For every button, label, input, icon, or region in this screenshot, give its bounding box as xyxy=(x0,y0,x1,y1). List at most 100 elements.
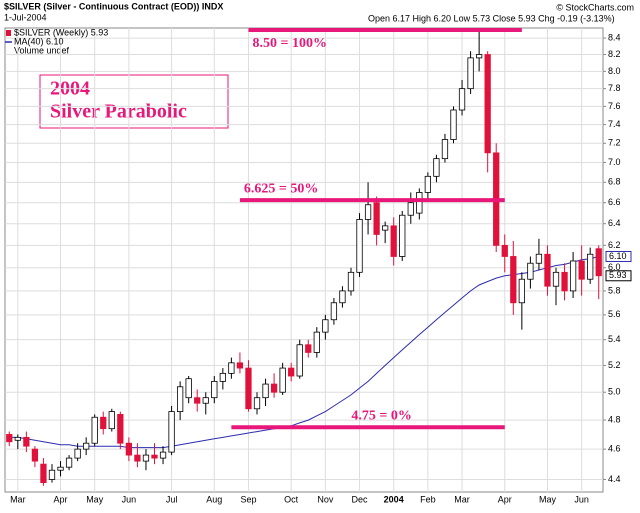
y-tick-label: 5.8 xyxy=(608,285,621,295)
candle-body xyxy=(296,344,303,377)
chart-title: $SILVER (Silver - Continuous Contract (E… xyxy=(4,1,223,11)
y-tick-label: 5.6 xyxy=(608,309,621,319)
candle-body xyxy=(117,414,124,444)
candle-body xyxy=(587,253,594,280)
candle-body xyxy=(305,344,312,353)
candle-body xyxy=(219,372,226,382)
candle-body xyxy=(202,397,209,404)
candle-body xyxy=(347,271,355,292)
candle-body xyxy=(595,248,602,277)
y-tick-label: 7.0 xyxy=(608,157,621,167)
price-tag-label: 5.93 xyxy=(609,270,627,280)
candle-body xyxy=(168,411,175,453)
legend-label: MA(40) 6.10 xyxy=(14,36,64,46)
legend-swatch xyxy=(6,30,11,36)
candle-body xyxy=(236,362,244,369)
candle-body xyxy=(65,457,73,468)
candle-body xyxy=(262,383,269,399)
x-tick-label: Apr xyxy=(498,494,512,504)
x-tick-label: May xyxy=(86,494,104,504)
y-tick-label: 5.2 xyxy=(608,360,621,370)
candle-body xyxy=(518,278,525,304)
candle-body xyxy=(390,225,397,257)
y-tick-label: 7.6 xyxy=(608,101,621,111)
candle-body xyxy=(6,434,13,443)
candle-body xyxy=(23,436,30,447)
candle-body xyxy=(176,386,184,412)
callout-line: Silver Parabolic xyxy=(50,101,187,123)
candle-body xyxy=(501,244,508,257)
y-tick-label: 6.0 xyxy=(608,262,621,272)
y-tick-label: 6.8 xyxy=(608,177,621,187)
y-tick-label: 7.8 xyxy=(608,83,621,93)
candle-body xyxy=(108,411,115,430)
candle-body xyxy=(185,378,192,399)
candle-body xyxy=(159,451,167,459)
x-tick-label: Oct xyxy=(284,494,299,504)
x-tick-label: 2004 xyxy=(384,494,404,504)
candle-body xyxy=(322,319,329,333)
candle-body xyxy=(228,362,235,374)
candle-body xyxy=(330,302,338,321)
legend-note: Volume undef xyxy=(14,45,70,55)
candle-body xyxy=(245,367,252,410)
candle-body xyxy=(194,397,201,404)
y-tick-label: 6.2 xyxy=(608,240,621,250)
candle-body xyxy=(40,463,47,483)
quote: Open 6.17 High 6.20 Low 5.73 Close 5.93 … xyxy=(368,13,615,23)
candle-body xyxy=(450,109,457,140)
candle-body xyxy=(433,158,440,177)
candle-body xyxy=(424,175,432,193)
y-tick-label: 8.4 xyxy=(608,32,621,42)
chart-date: 1-Jul-2004 xyxy=(4,12,47,22)
candle-body xyxy=(142,454,150,462)
candle-body xyxy=(14,436,21,441)
candle-body xyxy=(527,262,534,280)
candle-body xyxy=(382,225,389,231)
y-tick-label: 8.0 xyxy=(608,66,621,76)
price-tag-label: 6.10 xyxy=(609,251,627,261)
candle-body xyxy=(91,416,98,444)
y-tick-label: 4.6 xyxy=(608,444,621,454)
candle-body xyxy=(31,448,39,462)
candle-body xyxy=(134,454,141,462)
candle-body xyxy=(339,290,346,304)
y-tick-label: 4.8 xyxy=(608,414,621,424)
candle-body xyxy=(356,219,363,273)
candle-body xyxy=(270,383,278,393)
y-tick-label: 7.2 xyxy=(608,138,621,148)
x-tick-label: Sep xyxy=(240,494,256,504)
candle-body xyxy=(569,260,577,292)
x-tick-label: Feb xyxy=(420,494,436,504)
annotation-label: 6.625 = 50% xyxy=(244,181,318,196)
candle-body xyxy=(74,448,81,459)
candle-body xyxy=(475,54,483,59)
annotation-label: 8.50 = 100% xyxy=(252,36,326,51)
y-tick-label: 7.4 xyxy=(608,119,621,129)
y-tick-label: 5.0 xyxy=(608,387,621,397)
price-tag xyxy=(605,250,632,262)
candle-body xyxy=(253,397,261,410)
y-tick-label: 6.4 xyxy=(608,218,621,228)
x-tick-label: Jul xyxy=(166,494,178,504)
candle-body xyxy=(125,442,133,456)
x-tick-label: Mar xyxy=(10,494,26,504)
x-tick-label: Nov xyxy=(317,494,334,504)
candle-body xyxy=(441,139,449,160)
candle-body xyxy=(416,192,423,214)
y-tick-label: 5.4 xyxy=(608,334,621,344)
y-tick-label: 6.6 xyxy=(608,197,621,207)
candle-body xyxy=(83,442,90,450)
ma-line xyxy=(9,256,599,449)
candle-body xyxy=(407,202,414,216)
candle-body xyxy=(467,57,474,90)
candle-body xyxy=(211,380,218,399)
candle-body xyxy=(288,367,295,377)
candle-body xyxy=(510,256,517,304)
candle-body xyxy=(313,331,320,353)
candle-body xyxy=(484,54,491,154)
candle-body xyxy=(458,88,466,111)
candle-body xyxy=(279,367,286,393)
candle-body xyxy=(57,466,64,471)
